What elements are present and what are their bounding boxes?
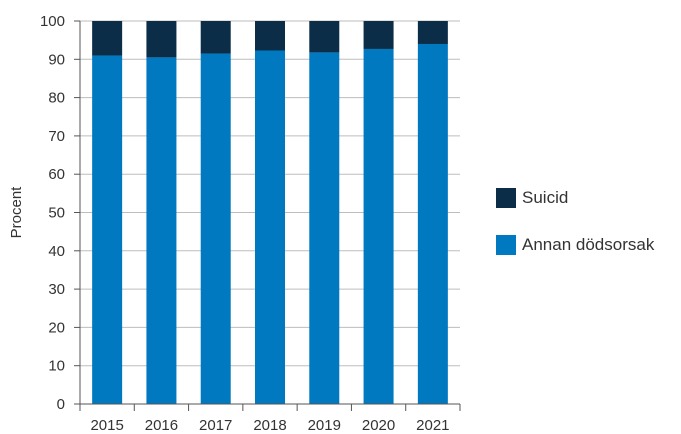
y-tick-label: 100 xyxy=(40,13,65,30)
x-tick-label: 2017 xyxy=(199,417,232,434)
legend-item-suicid: Suicid xyxy=(496,188,654,208)
legend-swatch-suicid xyxy=(496,188,516,208)
y-axis-label: Procent xyxy=(8,186,25,239)
bar-annan-d-dsorsak-2020 xyxy=(363,48,394,405)
x-tick-label: 2021 xyxy=(416,417,449,434)
y-tick-label: 50 xyxy=(48,205,65,222)
legend-swatch-annan-dodsorsak xyxy=(496,235,516,255)
legend: Suicid Annan dödsorsak xyxy=(496,188,654,282)
bar-suicid-2021 xyxy=(417,21,448,44)
x-tick-label: 2018 xyxy=(253,417,286,434)
y-tick-label: 40 xyxy=(48,243,65,260)
x-tick-labels: 2015 2016 2017 2018 2019 2020 2021 xyxy=(79,404,461,434)
y-tick-label: 30 xyxy=(48,281,65,298)
x-tick-label: 2020 xyxy=(362,417,395,434)
bars xyxy=(92,21,448,405)
legend-item-annan-dodsorsak: Annan dödsorsak xyxy=(496,235,654,255)
bar-suicid-2019 xyxy=(309,21,340,53)
bar-suicid-2016 xyxy=(146,21,177,58)
legend-label-annan-dodsorsak: Annan dödsorsak xyxy=(522,235,655,254)
y-tick-label: 10 xyxy=(48,358,65,375)
bar-suicid-2015 xyxy=(92,21,123,56)
y-tick-labels: 0 10 20 30 40 50 60 70 80 90 100 xyxy=(40,13,80,413)
x-tick-label: 2019 xyxy=(308,417,341,434)
bar-annan-d-dsorsak-2016 xyxy=(146,57,177,404)
bar-suicid-2020 xyxy=(363,21,394,49)
y-tick-label: 60 xyxy=(48,166,65,183)
bar-annan-d-dsorsak-2021 xyxy=(417,43,448,404)
y-tick-label: 80 xyxy=(48,90,65,107)
x-tick-label: 2015 xyxy=(90,417,123,434)
y-tick-label: 0 xyxy=(57,396,65,413)
y-tick-label: 20 xyxy=(48,319,65,336)
bar-suicid-2017 xyxy=(200,21,231,54)
bar-annan-d-dsorsak-2017 xyxy=(200,53,231,405)
bar-annan-d-dsorsak-2019 xyxy=(309,52,340,404)
bar-suicid-2018 xyxy=(255,21,285,51)
x-tick-label: 2016 xyxy=(145,417,178,434)
bar-annan-d-dsorsak-2018 xyxy=(255,50,285,405)
legend-label-suicid: Suicid xyxy=(522,188,569,207)
y-tick-label: 90 xyxy=(48,51,65,68)
y-tick-label: 70 xyxy=(48,128,65,145)
bar-annan-d-dsorsak-2015 xyxy=(92,55,123,404)
